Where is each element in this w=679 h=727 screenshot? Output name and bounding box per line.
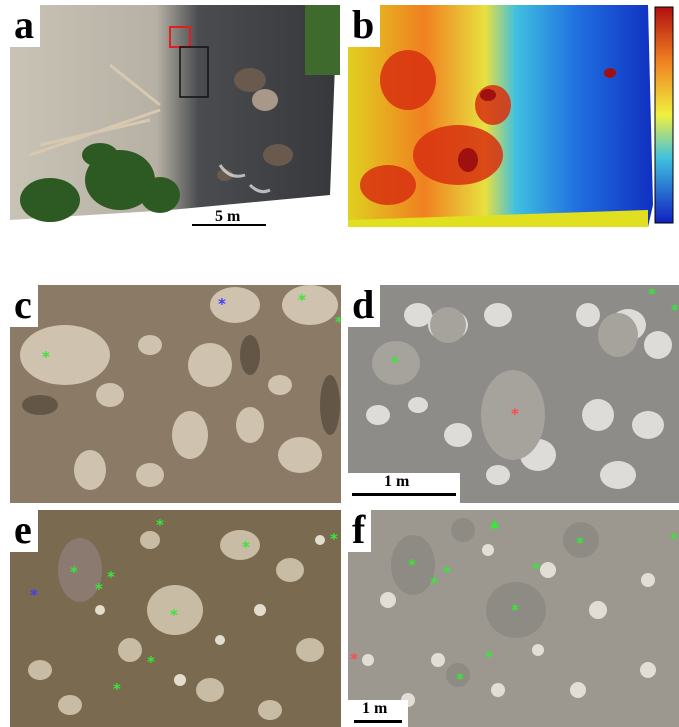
- scale-bar-a: [192, 224, 266, 226]
- marker-red-d1: *: [511, 405, 519, 423]
- marker-green-f7: *: [511, 601, 519, 619]
- marker-green-e3: *: [330, 530, 338, 548]
- marker-green-c3: *: [42, 348, 50, 366]
- marker-blue-c1: *: [218, 295, 226, 313]
- panel-label-e: e: [10, 510, 38, 552]
- marker-green-f6: *: [430, 574, 438, 592]
- closeup-image-e: [10, 510, 341, 727]
- panel-label-a: a: [10, 5, 40, 47]
- panel-a-orthophoto: a 5 m: [10, 5, 340, 225]
- marker-green-e5: *: [107, 568, 115, 586]
- closeup-image-c: [10, 285, 341, 503]
- panel-label-d: d: [348, 285, 381, 327]
- scale-bar-box-d: [348, 473, 460, 503]
- marker-green-e7: *: [170, 606, 178, 624]
- scale-bar-f: [354, 720, 402, 723]
- elevation-heatmap: [348, 5, 674, 227]
- marker-green-e9: *: [113, 680, 121, 698]
- marker-green-e1: *: [156, 516, 164, 534]
- marker-green-f9: *: [456, 670, 464, 688]
- marker-green-f5: *: [443, 563, 451, 581]
- scale-bar-d: [352, 493, 456, 496]
- marker-green-f3: *: [408, 556, 416, 574]
- marker-green-f8: *: [485, 648, 493, 666]
- marker-green-c1: *: [298, 291, 306, 309]
- scale-bar-label-d: 1 m: [384, 473, 410, 490]
- marker-green-d3: *: [391, 353, 399, 371]
- panel-c-closeup: c * * * *: [10, 285, 341, 503]
- panel-label-b: b: [348, 5, 381, 47]
- panel-label-f: f: [348, 510, 372, 552]
- marker-green-d2: *: [671, 301, 679, 319]
- marker-green-f4: *: [532, 560, 540, 578]
- scale-bar-label-a: 5 m: [215, 208, 241, 225]
- marker-triangle-f1: ▲: [490, 516, 500, 530]
- panel-label-c: c: [10, 285, 38, 327]
- panel-d-closeup: d * * * * 1 m: [348, 285, 679, 503]
- panel-f-closeup: f ▲ * * * * * * * * * * 1 m: [348, 510, 679, 727]
- marker-green-e2: *: [242, 538, 250, 556]
- orthophoto-image: [10, 5, 340, 222]
- marker-green-c2: *: [335, 315, 341, 330]
- marker-green-f2: *: [670, 530, 678, 548]
- marker-green-e8: *: [147, 653, 155, 671]
- closeup-image-f: [348, 510, 679, 727]
- marker-green-e6: *: [95, 580, 103, 598]
- closeup-image-d: [348, 285, 679, 503]
- marker-red-f1: *: [350, 650, 358, 668]
- panel-e-closeup: e * * * * * * * * * *: [10, 510, 341, 727]
- marker-blue-e1: *: [30, 586, 38, 604]
- marker-green-d1: *: [648, 285, 656, 303]
- marker-green-e4: *: [70, 563, 78, 581]
- scale-bar-label-f: 1 m: [362, 700, 388, 717]
- marker-green-f1: *: [576, 534, 584, 552]
- panel-b-elevation-map: b: [348, 5, 678, 227]
